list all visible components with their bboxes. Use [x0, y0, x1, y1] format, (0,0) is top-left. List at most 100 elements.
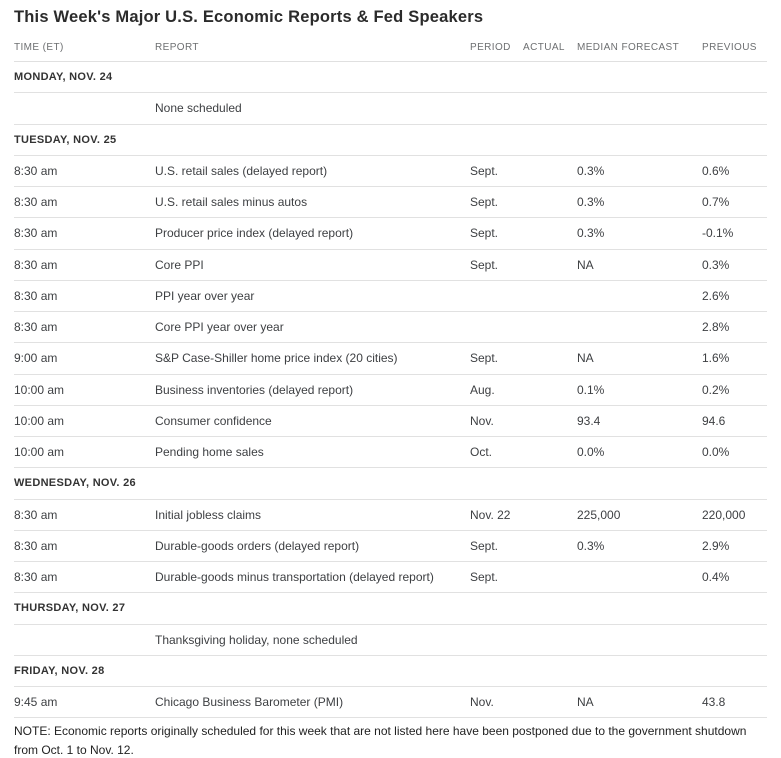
cell-previous: 2.6%	[702, 288, 730, 303]
cell-period: Sept.	[470, 226, 499, 241]
cell-median-forecast: NA	[577, 351, 594, 366]
cell-median-forecast: 0.3%	[577, 538, 605, 553]
section-header-row: THURSDAY, NOV. 27	[14, 593, 767, 625]
cell-report: PPI year over year	[155, 288, 255, 303]
cell-median-forecast: NA	[577, 695, 594, 710]
cell-period: Sept.	[470, 351, 499, 366]
table-body: MONDAY, NOV. 24 None scheduled TUESDAY, NO…	[14, 62, 767, 719]
cell-time: 8:30 am	[14, 320, 58, 335]
cell-median-forecast: 0.1%	[577, 382, 605, 397]
cell-report: U.S. retail sales (delayed report)	[155, 163, 328, 178]
cell-report: Consumer confidence	[155, 413, 272, 428]
cell-time: 10:00 am	[14, 382, 65, 397]
footnote: NOTE: Economic reports originally schedu…	[14, 724, 747, 757]
cell-time: 8:30 am	[14, 163, 58, 178]
cell-period: Sept.	[470, 570, 499, 585]
cell-report: Producer price index (delayed report)	[155, 226, 354, 241]
section-header-label: THURSDAY, NOV. 27	[14, 602, 126, 615]
column-header-report: REPORT	[155, 42, 199, 53]
section-header-row: FRIDAY, NOV. 28	[14, 656, 767, 687]
table-row: 10:00 am Consumer confidence Nov. 93.4 94.6	[14, 406, 767, 437]
cell-report: U.S. retail sales minus autos	[155, 195, 308, 210]
column-header-median-forecast: MEDIAN FORECAST	[577, 42, 680, 53]
section-header-row: MONDAY, NOV. 24	[14, 62, 767, 94]
cell-previous: 94.6	[702, 413, 726, 428]
cell-median-forecast: NA	[577, 257, 594, 272]
section-header-label: WEDNESDAY, NOV. 26	[14, 477, 136, 490]
section-header-row: WEDNESDAY, NOV. 26	[14, 468, 767, 500]
cell-report: Chicago Business Barometer (PMI)	[155, 695, 344, 710]
cell-period: Sept.	[470, 257, 499, 272]
cell-previous: -0.1%	[702, 226, 734, 241]
table-row: 8:30 am Durable-goods minus transportatio…	[14, 562, 767, 594]
cell-report: Pending home sales	[155, 445, 264, 460]
cell-time: 8:30 am	[14, 538, 58, 553]
cell-median-forecast: 93.4	[577, 413, 601, 428]
cell-time: 10:00 am	[14, 413, 65, 428]
cell-period: Oct.	[470, 445, 493, 460]
cell-report: Core PPI	[155, 257, 204, 272]
cell-report: Initial jobless claims	[155, 507, 262, 522]
column-header-actual: ACTUAL	[523, 42, 565, 53]
cell-period: Sept.	[470, 163, 499, 178]
cell-time: 8:30 am	[14, 195, 58, 210]
cell-previous: 220,000	[702, 507, 746, 522]
cell-median-forecast: 225,000	[577, 507, 621, 522]
cell-median-forecast: 0.0%	[577, 445, 605, 460]
cell-time: 8:30 am	[14, 288, 58, 303]
cell-time: 8:30 am	[14, 507, 58, 522]
cell-report: Thanksgiving holiday, none scheduled	[155, 632, 358, 647]
cell-previous: 0.7%	[702, 195, 730, 210]
cell-previous: 0.6%	[702, 163, 730, 178]
table-row: 8:30 am Initial jobless claims Nov. 22 225,…	[14, 500, 767, 531]
cell-report: Business inventories (delayed report)	[155, 382, 354, 397]
cell-report: S&P Case-Shiller home price index (20 ci…	[155, 351, 398, 366]
table-row: 8:30 am Core PPI Sept. NA 0.3%	[14, 250, 767, 281]
cell-period: Nov. 22	[470, 507, 511, 522]
cell-time: 9:45 am	[14, 695, 58, 710]
table-row: 10:00 am Business inventories (delayed re…	[14, 375, 767, 406]
table-row: Thanksgiving holiday, none scheduled	[14, 625, 767, 656]
cell-previous: 0.4%	[702, 570, 730, 585]
cell-median-forecast: 0.3%	[577, 195, 605, 210]
cell-previous: 2.9%	[702, 538, 730, 553]
page-title: This Week's Major U.S. Economic Reports …	[14, 8, 484, 26]
cell-time: 10:00 am	[14, 445, 65, 460]
cell-previous: 1.6%	[702, 351, 730, 366]
cell-period: Nov.	[470, 695, 494, 710]
table-row: None scheduled	[14, 93, 767, 125]
table-header-row: TIME (ET) REPORT PERIOD ACTUAL MEDIAN FO…	[14, 28, 767, 62]
cell-report: Durable-goods orders (delayed report)	[155, 538, 360, 553]
table-row: 8:30 am Durable-goods orders (delayed rep…	[14, 531, 767, 562]
column-header-previous: PREVIOUS	[702, 42, 757, 53]
cell-previous: 0.2%	[702, 382, 730, 397]
table-row: 8:30 am Core PPI year over year 2.8%	[14, 312, 767, 344]
economic-reports-table: TIME (ET) REPORT PERIOD ACTUAL MEDIAN FO…	[14, 28, 767, 719]
cell-previous: 0.3%	[702, 257, 730, 272]
cell-previous: 2.8%	[702, 320, 730, 335]
section-header-label: MONDAY, NOV. 24	[14, 71, 113, 84]
cell-time: 9:00 am	[14, 351, 58, 366]
table-row: 8:30 am Producer price index (delayed rep…	[14, 218, 767, 250]
cell-time: 8:30 am	[14, 570, 58, 585]
cell-period: Sept.	[470, 538, 499, 553]
section-header-label: FRIDAY, NOV. 28	[14, 664, 105, 677]
column-header-period: PERIOD	[470, 42, 511, 53]
table-row: 9:45 am Chicago Business Barometer (PMI) N…	[14, 687, 767, 719]
cell-previous: 43.8	[702, 695, 726, 710]
table-row: 8:30 am PPI year over year 2.6%	[14, 281, 767, 312]
cell-period: Aug.	[470, 382, 495, 397]
cell-report: Durable-goods minus transportation (dela…	[155, 570, 434, 585]
cell-time: 8:30 am	[14, 226, 58, 241]
table-row: 8:30 am U.S. retail sales (delayed report…	[14, 156, 767, 187]
cell-period: Nov.	[470, 413, 494, 428]
table-row: 9:00 am S&P Case-Shiller home price index…	[14, 343, 767, 375]
cell-time: 8:30 am	[14, 257, 58, 272]
cell-median-forecast: 0.3%	[577, 226, 605, 241]
section-header-label: TUESDAY, NOV. 25	[14, 133, 117, 146]
column-header-time: TIME (ET)	[14, 42, 64, 53]
cell-median-forecast: 0.3%	[577, 163, 605, 178]
cell-report: None scheduled	[155, 101, 242, 116]
table-row: 10:00 am Pending home sales Oct. 0.0% 0.0%	[14, 437, 767, 469]
